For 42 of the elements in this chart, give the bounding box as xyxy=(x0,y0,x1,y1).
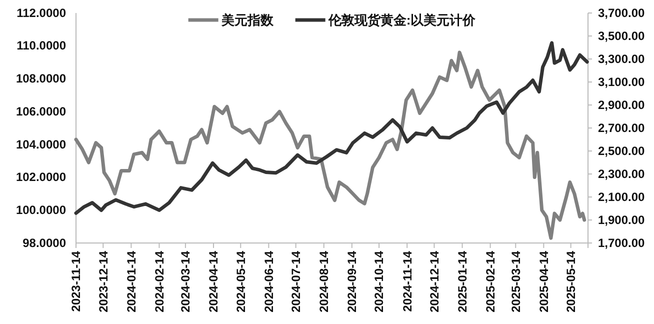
y2-tick-label: 1,700.00 xyxy=(598,236,646,250)
y-tick-label: 108.0000 xyxy=(16,72,66,86)
y-tick-label: 104.0000 xyxy=(16,137,66,152)
y2-tick-label: 2,700.00 xyxy=(598,120,646,135)
y2-tick-label: 3,700.00 xyxy=(598,6,646,20)
y2-tick-label: 2,500.00 xyxy=(598,144,646,158)
y-tick-label: 98.0000 xyxy=(22,236,66,250)
x-tick-label: 2025-04-14 xyxy=(536,250,551,312)
x-tick-label: 2024-06-14 xyxy=(262,250,276,312)
x-tick-label: 2025-05-14 xyxy=(564,250,578,312)
legend-label: 伦敦现货黄金:以美元计价 xyxy=(327,12,477,28)
legend-label: 美元指数 xyxy=(220,12,274,28)
x-tick-label: 2024-08-14 xyxy=(317,250,332,312)
x-tick-label: 2024-07-14 xyxy=(289,250,304,312)
y2-tick-label: 3,100.00 xyxy=(598,74,646,89)
x-tick-label: 2024-12-14 xyxy=(427,250,442,312)
x-tick-label: 2024-09-14 xyxy=(345,250,360,312)
y-tick-label: 112.0000 xyxy=(16,6,66,20)
x-tick-label: 2024-04-14 xyxy=(206,250,221,312)
x-tick-label: 2024-02-14 xyxy=(152,250,166,312)
y2-tick-label: 3,500.00 xyxy=(598,28,646,43)
x-tick-label: 2025-03-14 xyxy=(508,250,523,312)
y2-tick-label: 2,100.00 xyxy=(598,190,646,204)
x-tick-label: 2025-01-14 xyxy=(455,250,470,312)
y-tick-label: 102.0000 xyxy=(16,170,66,184)
line-series xyxy=(74,41,589,215)
y2-tick-label: 2,300.00 xyxy=(598,166,646,181)
y-tick-label: 106.0000 xyxy=(16,104,66,118)
x-tick-label: 2024-05-14 xyxy=(234,250,248,312)
y2-tick-label: 2,900.00 xyxy=(598,98,646,112)
x-tick-label: 2024-11-14 xyxy=(400,250,414,312)
y-tick-label: 110.0000 xyxy=(16,38,66,53)
x-tick-label: 2023-11-14 xyxy=(69,250,84,312)
x-tick-label: 2024-10-14 xyxy=(372,250,386,312)
y2-tick-label: 1,900.00 xyxy=(598,212,646,227)
x-tick-label: 2025-02-14 xyxy=(484,250,498,312)
x-tick-label: 2023-12-14 xyxy=(96,250,110,312)
x-tick-label: 2024-03-14 xyxy=(178,250,193,312)
line-series xyxy=(74,50,586,240)
y-tick-label: 100.0000 xyxy=(16,202,66,217)
y2-tick-label: 3,300.00 xyxy=(598,52,646,66)
x-tick-label: 2024-01-14 xyxy=(124,250,138,312)
